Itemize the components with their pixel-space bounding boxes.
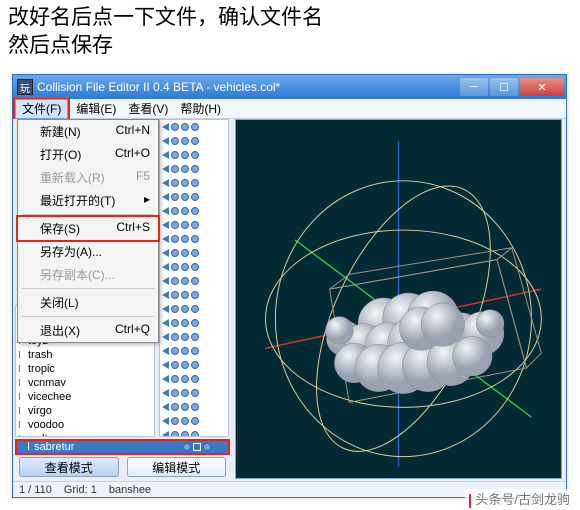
icon-row — [160, 316, 228, 330]
instruction-caption: 改好名后点一下文件，确认文件名 然后点保存 — [0, 0, 580, 67]
icon-row — [160, 246, 228, 260]
menu-item-saveas[interactable]: 另存为(A)... — [18, 240, 158, 263]
menu-item-exit[interactable]: 退出(X)Ctrl+Q — [18, 319, 158, 342]
menu-item-close[interactable]: 关闭(L) — [18, 291, 158, 314]
box-icon — [193, 443, 201, 451]
edit-mode-button[interactable]: 编辑模式 — [127, 457, 227, 477]
list-item[interactable]: Ivicechee — [16, 390, 154, 404]
selected-item-label: sabretur — [34, 441, 74, 453]
menu-separator — [22, 288, 154, 289]
icon-row — [160, 176, 228, 190]
circle-icon — [183, 443, 191, 451]
icon-row — [160, 232, 228, 246]
list-item[interactable]: Itropic — [16, 362, 154, 376]
3d-viewport[interactable] — [235, 119, 562, 479]
icon-row — [160, 386, 228, 400]
menu-view[interactable]: 查看(V) — [122, 98, 174, 119]
icon-row — [160, 134, 228, 148]
icon-row — [160, 260, 228, 274]
icon-row — [160, 414, 228, 428]
menubar: 文件(F) 编辑(E) 查看(V) 帮助(H) — [13, 99, 566, 119]
triangle-icon — [174, 443, 181, 451]
icon-row — [160, 162, 228, 176]
menu-item-open[interactable]: 打开(O)Ctrl+O — [18, 143, 158, 166]
icon-row — [160, 148, 228, 162]
watermark: 头条号/古剑龙驹 — [465, 489, 574, 508]
icon-row — [160, 428, 228, 437]
icon-row — [160, 120, 228, 134]
viewport-svg — [236, 120, 561, 478]
list-item[interactable]: Ivcnmav — [16, 376, 154, 390]
view-mode-button[interactable]: 查看模式 — [19, 457, 119, 477]
icon-row — [160, 302, 228, 316]
icon-row — [160, 358, 228, 372]
window-title: Collision File Editor II 0.4 BETA - vehi… — [37, 80, 280, 94]
icon-row — [160, 400, 228, 414]
list-item[interactable]: Ivoodoo — [16, 418, 154, 432]
maximize-button[interactable]: ☐ — [490, 78, 518, 96]
close-button[interactable]: ✕ — [520, 78, 564, 96]
menu-item-savecopy: 另存副本(C)... — [18, 263, 158, 286]
caption-line-2: 然后点保存 — [8, 32, 572, 60]
icon-row — [160, 274, 228, 288]
list-item[interactable]: Iwalton — [16, 432, 154, 437]
status-grid: Grid: 1 — [64, 484, 97, 496]
circle-icon — [203, 443, 211, 451]
icon-row — [160, 330, 228, 344]
menu-item-save[interactable]: 保存(S)Ctrl+S — [18, 217, 158, 240]
icon-row — [160, 288, 228, 302]
menu-item-new[interactable]: 新建(N)Ctrl+N — [18, 120, 158, 143]
app-window: 玩 Collision File Editor II 0.4 BETA - ve… — [12, 74, 567, 498]
menu-file[interactable]: 文件(F) — [15, 99, 68, 119]
list-item[interactable]: Itrash — [16, 348, 154, 362]
titlebar[interactable]: 玩 Collision File Editor II 0.4 BETA - ve… — [13, 75, 566, 99]
left-panel: 新建(N)Ctrl+N 打开(O)Ctrl+O 重新载入(R)F5 最近打开的(… — [15, 119, 230, 497]
file-menu-dropdown: 新建(N)Ctrl+N 打开(O)Ctrl+O 重新载入(R)F5 最近打开的(… — [17, 119, 159, 343]
menu-edit[interactable]: 编辑(E) — [70, 98, 122, 119]
menu-separator — [22, 316, 154, 317]
icon-row — [160, 218, 228, 232]
status-name: banshee — [109, 484, 151, 496]
app-icon: 玩 — [17, 79, 33, 95]
menu-help[interactable]: 帮助(H) — [174, 98, 227, 119]
list-item[interactable]: Ivirgo — [16, 404, 154, 418]
icon-row — [160, 372, 228, 386]
selected-row[interactable]: Isabretur — [15, 439, 230, 455]
mode-buttons: 查看模式 编辑模式 — [15, 455, 230, 479]
icon-column — [159, 119, 229, 437]
menu-item-recent[interactable]: 最近打开的(T)▸ — [18, 189, 158, 212]
icon-row — [160, 190, 228, 204]
icon-row — [160, 204, 228, 218]
menu-item-reopen: 重新载入(R)F5 — [18, 166, 158, 189]
icon-row — [160, 344, 228, 358]
caption-line-1: 改好名后点一下文件，确认文件名 — [8, 4, 572, 32]
status-page: 1 / 110 — [19, 484, 52, 496]
minimize-button[interactable]: ─ — [460, 78, 488, 96]
